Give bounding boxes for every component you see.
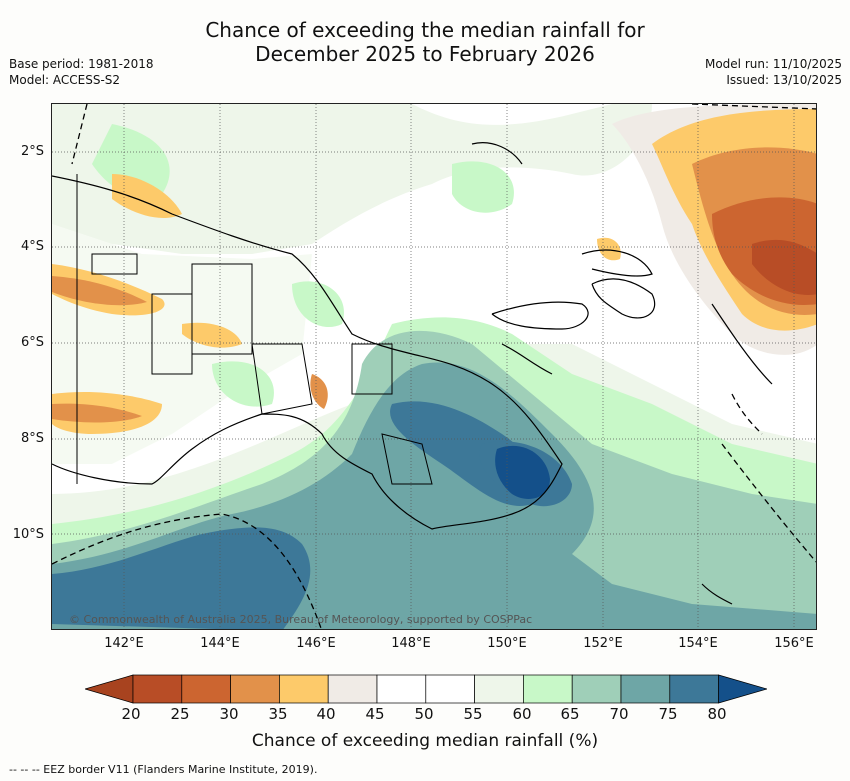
- lat-label-4s: 4°S: [20, 239, 44, 254]
- lat-label-6s: 6°S: [20, 335, 44, 350]
- title-line-1: Chance of exceeding the median rainfall …: [205, 18, 645, 42]
- cbar-tick-55: 55: [463, 705, 483, 723]
- colorbar-bin-40-45: [327, 674, 378, 704]
- colorbar-bin-35-40: [279, 674, 329, 704]
- colorbar-graphic: [83, 674, 769, 704]
- run-info: Model run: 11/10/2025 Issued: 13/10/2025: [705, 56, 842, 88]
- lon-label-150e: 150°E: [487, 636, 527, 651]
- lon-label-156e: 156°E: [774, 636, 814, 651]
- lon-label-148e: 148°E: [391, 636, 431, 651]
- map-graphic: [52, 104, 816, 629]
- cbar-tick-80: 80: [707, 705, 727, 723]
- colorbar-bin-50-55: [425, 674, 475, 704]
- cbar-tick-60: 60: [512, 705, 532, 723]
- cbar-tick-65: 65: [560, 705, 580, 723]
- eez-legend: -- -- -- EEZ border V11 (Flanders Marine…: [9, 763, 318, 776]
- model-run: Model run: 11/10/2025: [704, 57, 842, 71]
- cbar-tick-20: 20: [121, 705, 141, 723]
- colorbar-bin-45-50: [376, 674, 427, 704]
- base-period: Base period: 1981-2018: [9, 57, 154, 71]
- colorbar-bin-55-60: [474, 674, 524, 704]
- cbar-tick-30: 30: [219, 705, 239, 723]
- cbar-tick-35: 35: [268, 705, 288, 723]
- lon-label-154e: 154°E: [678, 636, 718, 651]
- cbar-tick-50: 50: [414, 705, 434, 723]
- rainfall-map[interactable]: © Commonwealth of Australia 2025, Bureau…: [51, 103, 817, 630]
- title-line-2: December 2025 to February 2026: [255, 42, 595, 66]
- colorbar-bin-70-75: [620, 674, 671, 704]
- lat-label-10s: 10°S: [12, 527, 44, 542]
- lat-label-2s: 2°S: [20, 144, 44, 159]
- cbar-tick-45: 45: [365, 705, 385, 723]
- colorbar-bin-65-70: [571, 674, 622, 704]
- copyright-notice: © Commonwealth of Australia 2025, Bureau…: [69, 613, 533, 626]
- lon-label-144e: 144°E: [200, 636, 240, 651]
- colorbar-bin-75-80: [669, 674, 719, 704]
- issued-date: Issued: 13/10/2025: [726, 73, 842, 87]
- colorbar-under-arrow: [83, 674, 134, 704]
- colorbar-bin-60-65: [523, 674, 573, 704]
- cbar-tick-40: 40: [316, 705, 336, 723]
- lon-label-142e: 142°E: [104, 636, 144, 651]
- model-name: Model: ACCESS-S2: [9, 73, 121, 87]
- cbar-tick-75: 75: [658, 705, 678, 723]
- lon-label-146e: 146°E: [296, 636, 336, 651]
- colorbar-bin-25-30: [181, 674, 231, 704]
- lat-label-8s: 8°S: [20, 431, 44, 446]
- colorbar: [83, 674, 769, 704]
- chart-title: Chance of exceeding the median rainfall …: [0, 18, 850, 66]
- colorbar-over-arrow: [718, 674, 769, 704]
- model-info: Base period: 1981-2018 Model: ACCESS-S2: [9, 56, 154, 88]
- colorbar-bin-20-25: [132, 674, 183, 704]
- lon-label-152e: 152°E: [583, 636, 623, 651]
- colorbar-bin-30-35: [230, 674, 280, 704]
- cbar-tick-25: 25: [170, 705, 190, 723]
- colorbar-label: Chance of exceeding median rainfall (%): [251, 731, 599, 751]
- cbar-tick-70: 70: [609, 705, 629, 723]
